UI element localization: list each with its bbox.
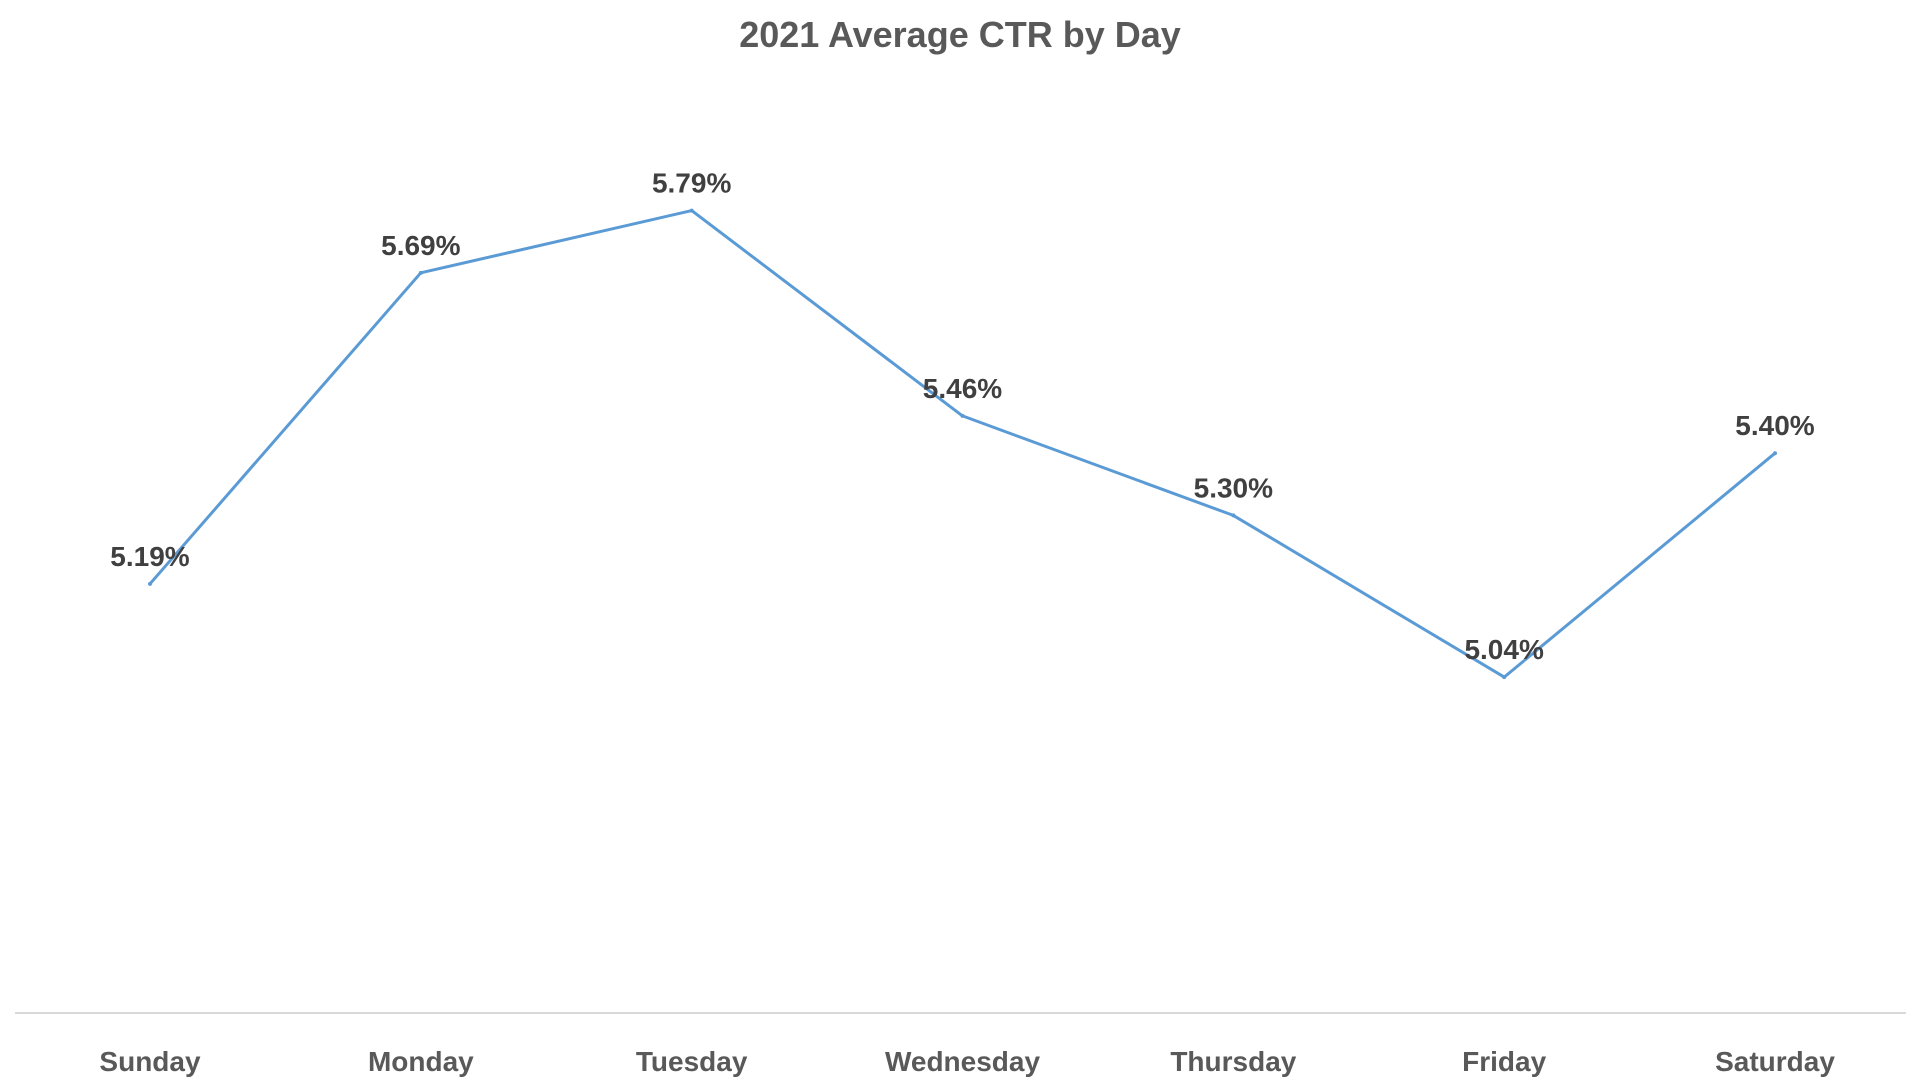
x-tick-group: Sunday Monday Tuesday Wednesday Thursday Frid…	[99, 1046, 1835, 1077]
data-point-thursday	[1231, 513, 1236, 518]
data-point-friday	[1502, 675, 1507, 680]
x-tick-label-tuesday: Tuesday	[636, 1046, 748, 1077]
x-tick-label-sunday: Sunday	[99, 1046, 201, 1077]
data-label-group: 5.19% 5.69% 5.79% 5.46% 5.30% 5.04% 5.40%	[110, 168, 1814, 666]
series-line-average-ctr	[148, 209, 1776, 679]
x-tick-label-monday: Monday	[368, 1046, 474, 1077]
data-point-sunday	[148, 581, 152, 586]
chart-title: 2021 Average CTR by Day	[739, 14, 1181, 55]
data-label-friday: 5.04%	[1464, 634, 1543, 665]
x-tick-label-thursday: Thursday	[1170, 1046, 1296, 1077]
data-label-sunday: 5.19%	[110, 541, 189, 572]
data-label-tuesday: 5.79%	[652, 168, 731, 199]
data-label-monday: 5.69%	[381, 230, 460, 261]
x-tick-label-friday: Friday	[1462, 1046, 1546, 1077]
x-tick-label-wednesday: Wednesday	[885, 1046, 1041, 1077]
data-label-wednesday: 5.46%	[923, 373, 1002, 404]
data-point-monday	[418, 270, 423, 275]
data-label-saturday: 5.40%	[1735, 410, 1814, 441]
data-point-tuesday	[689, 208, 694, 213]
data-point-saturday	[1773, 451, 1777, 456]
data-point-wednesday	[960, 413, 965, 418]
data-label-thursday: 5.30%	[1194, 472, 1273, 503]
series-group	[148, 208, 1777, 680]
x-tick-label-saturday: Saturday	[1715, 1046, 1835, 1077]
